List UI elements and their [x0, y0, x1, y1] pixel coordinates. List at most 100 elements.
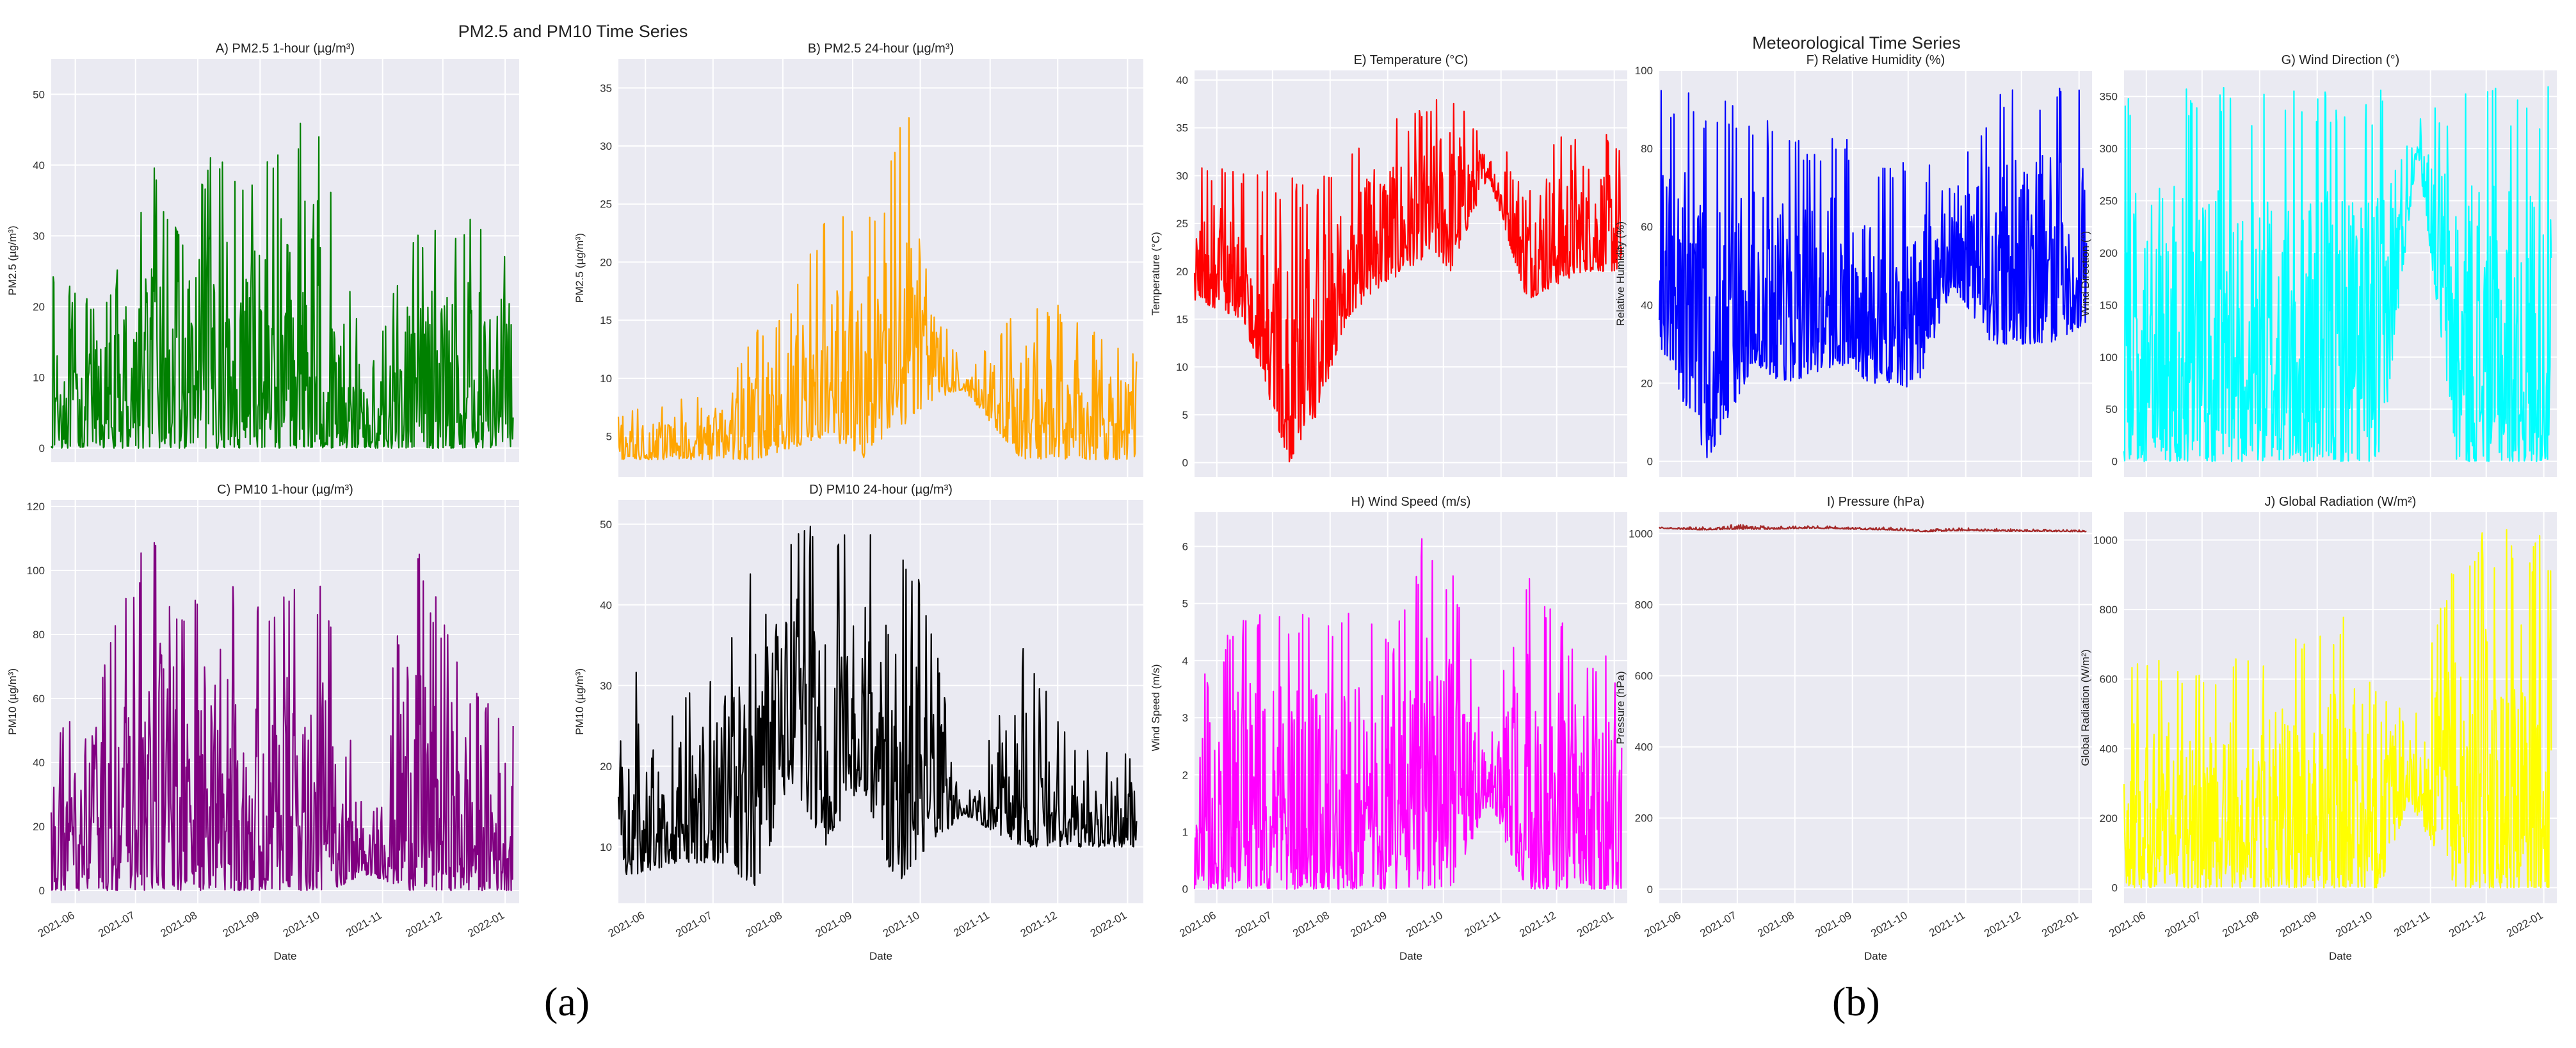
y-axis-label: PM2.5 (µg/m³) — [574, 233, 586, 303]
y-axis-label: Wind Speed (m/s) — [1150, 664, 1162, 751]
y-tick-label: 150 — [2100, 299, 2118, 311]
y-tick-label: 25 — [1176, 218, 1188, 230]
y-tick-label: 4 — [1182, 655, 1188, 667]
x-tick-label: 2021-09 — [1348, 909, 1389, 940]
y-tick-label: 30 — [1176, 170, 1188, 182]
panel-title: E) Temperature (°C) — [1354, 53, 1469, 67]
x-tick-label: 2022-01 — [2040, 909, 2081, 940]
y-tick-label: 30 — [33, 230, 45, 242]
y-tick-label: 50 — [600, 519, 612, 531]
plot-background — [1659, 512, 2092, 903]
x-tick-label: 2021-12 — [1517, 909, 1558, 940]
y-tick-label: 0 — [2112, 456, 2118, 468]
y-tick-label: 400 — [2100, 743, 2118, 755]
series-line — [1193, 538, 1623, 890]
x-axis-label: Date — [869, 950, 892, 962]
panel-title: J) Global Radiation (W/m²) — [2265, 495, 2417, 509]
y-axis-label: Global Radiation (W/m²) — [2079, 649, 2091, 766]
x-tick-label: 2021-06 — [36, 909, 77, 940]
y-tick-label: 400 — [1635, 741, 1653, 754]
panel-E: 0 5 10 15 20 25 30 35 40 E) Temperature (°C) Tempe… — [1150, 53, 1627, 477]
y-tick-label: 600 — [1635, 670, 1653, 682]
y-tick-label: 10 — [33, 371, 45, 383]
series-line — [2123, 86, 2552, 462]
y-tick-label: 200 — [1635, 812, 1653, 825]
y-tick-label: 40 — [600, 599, 612, 611]
caption-b: (b) — [1832, 979, 1880, 1024]
x-tick-label: 2021-09 — [813, 909, 854, 940]
y-axis-label: Pressure (hPa) — [1614, 671, 1627, 744]
x-tick-label: 2021-08 — [158, 909, 199, 940]
x-tick-label: 2021-10 — [1869, 909, 1910, 940]
x-tick-label: 2022-01 — [1575, 909, 1616, 940]
y-tick-label: 40 — [1176, 74, 1188, 86]
x-tick-label: 2021-10 — [881, 909, 922, 940]
series-line — [1193, 99, 1623, 463]
panel-title: A) PM2.5 1-hour (µg/m³) — [216, 42, 355, 56]
y-tick-label: 5 — [1182, 409, 1188, 421]
panel-title: D) PM10 24-hour (µg/m³) — [809, 483, 953, 497]
y-tick-label: 50 — [33, 88, 45, 101]
x-tick-label: 2021-12 — [2447, 909, 2488, 940]
y-tick-label: 200 — [2100, 812, 2118, 825]
x-tick-label: 2021-06 — [2107, 909, 2148, 940]
y-tick-label: 40 — [33, 159, 45, 172]
x-tick-label: 2021-10 — [2333, 909, 2374, 940]
y-tick-label: 3 — [1182, 712, 1188, 724]
y-tick-label: 100 — [1635, 65, 1653, 77]
y-tick-label: 20 — [33, 301, 45, 313]
panel-C: 0 20 40 60 80 100 120 2021-06 2021-07 2021-08 2021… — [6, 483, 519, 962]
x-tick-label: 2021-09 — [221, 909, 262, 940]
y-tick-label: 10 — [600, 841, 612, 853]
y-tick-label: 35 — [600, 82, 612, 94]
x-tick-label: 2021-11 — [951, 909, 991, 939]
x-tick-label: 2021-08 — [1291, 909, 1332, 940]
series-line — [2123, 529, 2552, 889]
y-tick-label: 15 — [600, 314, 612, 326]
y-tick-label: 50 — [2105, 403, 2118, 415]
x-tick-label: 2022-01 — [466, 909, 507, 940]
panel-title: F) Relative Humidity (%) — [1807, 53, 1945, 67]
x-tick-label: 2021-07 — [2162, 909, 2203, 940]
panel-G: 0 50 100 150 200 250 300 350 G) Wind Direction (… — [2079, 53, 2557, 477]
x-tick-label: 2021-07 — [1698, 909, 1739, 940]
y-tick-label: 2 — [1182, 769, 1188, 781]
x-tick-label: 2021-07 — [96, 909, 137, 940]
y-tick-label: 0 — [1647, 456, 1653, 468]
panel-B: 5 10 15 20 25 30 35 B) PM2.5 24-hour (µg/m³) PM2… — [574, 42, 1143, 477]
y-tick-label: 20 — [33, 821, 45, 833]
x-axis-label: Date — [1864, 950, 1887, 962]
plot-background — [1195, 70, 1627, 477]
y-tick-label: 1000 — [1629, 528, 1653, 540]
y-tick-label: 6 — [1182, 541, 1188, 553]
panel-title: B) PM2.5 24-hour (µg/m³) — [808, 42, 954, 56]
x-tick-label: 2021-09 — [1813, 909, 1854, 940]
x-tick-label: 2021-11 — [344, 909, 383, 939]
panel-title: I) Pressure (hPa) — [1827, 495, 1924, 509]
y-tick-label: 1000 — [2093, 534, 2118, 546]
panel-title: G) Wind Direction (°) — [2282, 53, 2400, 67]
series-line — [50, 542, 514, 892]
x-tick-label: 2021-12 — [1018, 909, 1059, 940]
panel-title: H) Wind Speed (m/s) — [1351, 495, 1471, 509]
x-tick-label: 2021-12 — [403, 909, 444, 940]
y-tick-label: 30 — [600, 140, 612, 152]
y-tick-label: 300 — [2100, 143, 2118, 155]
panel-A: 0 10 20 30 40 50 A) PM2.5 1-hour (µg/m³) PM2.5 … — [6, 42, 519, 462]
y-tick-label: 5 — [1182, 598, 1188, 610]
x-tick-label: 2021-10 — [281, 909, 322, 940]
x-axis-label: Date — [1399, 950, 1422, 962]
x-tick-label: 2021-08 — [2220, 909, 2261, 940]
x-tick-label: 2022-01 — [2504, 909, 2545, 940]
x-tick-label: 2021-07 — [1233, 909, 1274, 940]
y-tick-label: 30 — [600, 680, 612, 692]
x-tick-label: 2021-10 — [1404, 909, 1445, 940]
x-axis-label: Date — [2329, 950, 2352, 962]
y-tick-label: 250 — [2100, 195, 2118, 207]
y-tick-label: 0 — [2112, 882, 2118, 894]
y-tick-label: 25 — [600, 198, 612, 211]
right-suptitle: Meteorological Time Series — [1752, 33, 1961, 52]
y-tick-label: 5 — [606, 431, 612, 443]
y-tick-label: 1 — [1182, 826, 1188, 839]
y-tick-label: 80 — [1641, 143, 1653, 155]
